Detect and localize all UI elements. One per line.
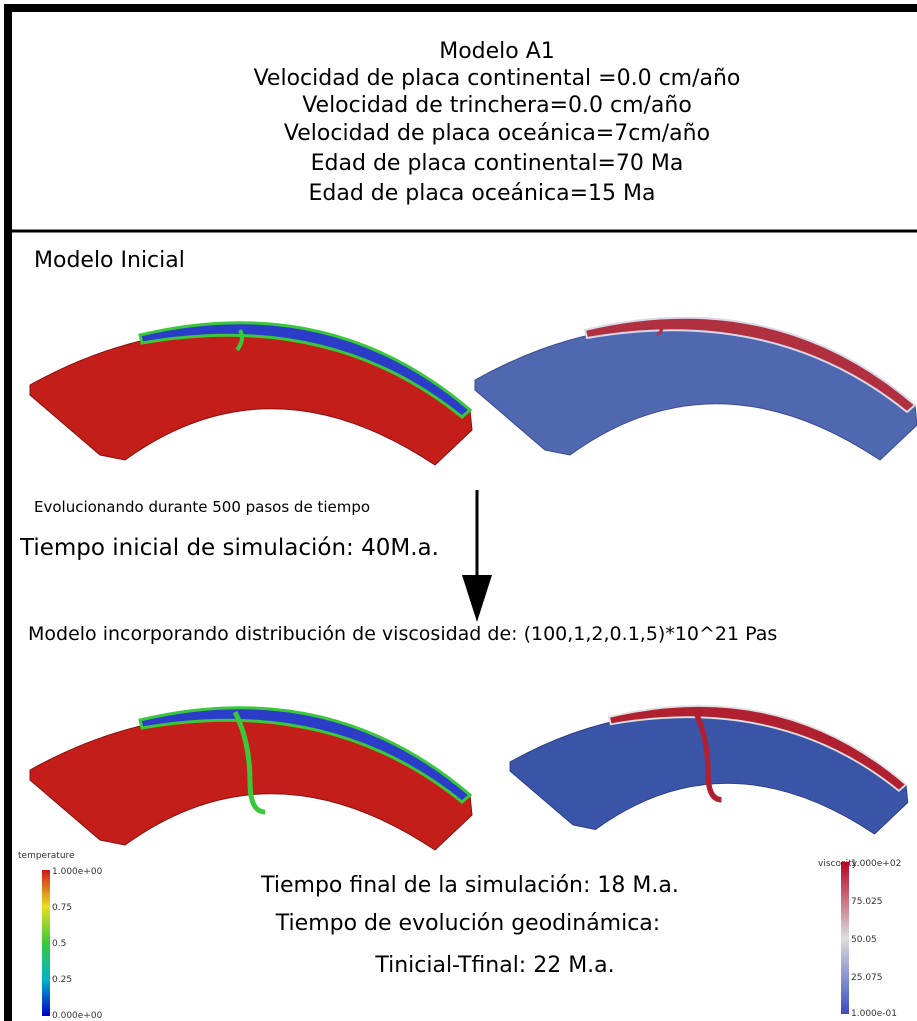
figure: Modelo A1 Velocidad de placa continental… [0, 0, 917, 1021]
legend-label: 50.05 [851, 935, 877, 945]
colorbar [42, 870, 50, 1016]
final-text: Tinicial-Tfinal: 22 M.a. [374, 953, 614, 978]
legend-label: 1.000e+02 [851, 859, 901, 869]
header-line: Velocidad de placa oceánica=7cm/año [284, 121, 710, 146]
final-text: Tiempo de evolución geodinámica: [275, 911, 660, 936]
section-label: Modelo Inicial [34, 248, 185, 273]
final-text: Tiempo final de la simulación: 18 M.a. [260, 873, 679, 898]
colorbar [841, 862, 849, 1014]
legend-title: temperature [18, 851, 75, 861]
viscosity-render-final [510, 706, 908, 834]
legend-label: 25.075 [851, 973, 883, 983]
temperature-render-final [30, 708, 472, 850]
initial-time: Tiempo inicial de simulación: 40M.a. [19, 535, 439, 561]
evolution-note: Evolucionando durante 500 pasos de tiemp… [34, 498, 370, 516]
arrow-head [462, 575, 492, 622]
legend-label: 1.000e-01 [851, 1009, 897, 1019]
title: Modelo A1 [439, 39, 555, 64]
temperature-render [30, 323, 472, 465]
header-line: Velocidad de trinchera=0.0 cm/año [302, 93, 692, 118]
header-line: Edad de placa continental=70 Ma [311, 151, 684, 176]
viscosity-render [475, 318, 917, 460]
legend-label: 0.25 [52, 975, 72, 985]
header-line: Edad de placa oceánica=15 Ma [308, 181, 655, 206]
legend-label: 1.000e+00 [52, 867, 103, 877]
header-line: Velocidad de placa continental =0.0 cm/a… [254, 66, 741, 91]
legend-label: 0.75 [52, 903, 72, 913]
legend-label: 0.000e+00 [52, 1011, 103, 1021]
legend-label: 0.5 [52, 939, 66, 949]
legend-label: 75.025 [851, 897, 883, 907]
model-note: Modelo incorporando distribución de visc… [28, 623, 777, 645]
